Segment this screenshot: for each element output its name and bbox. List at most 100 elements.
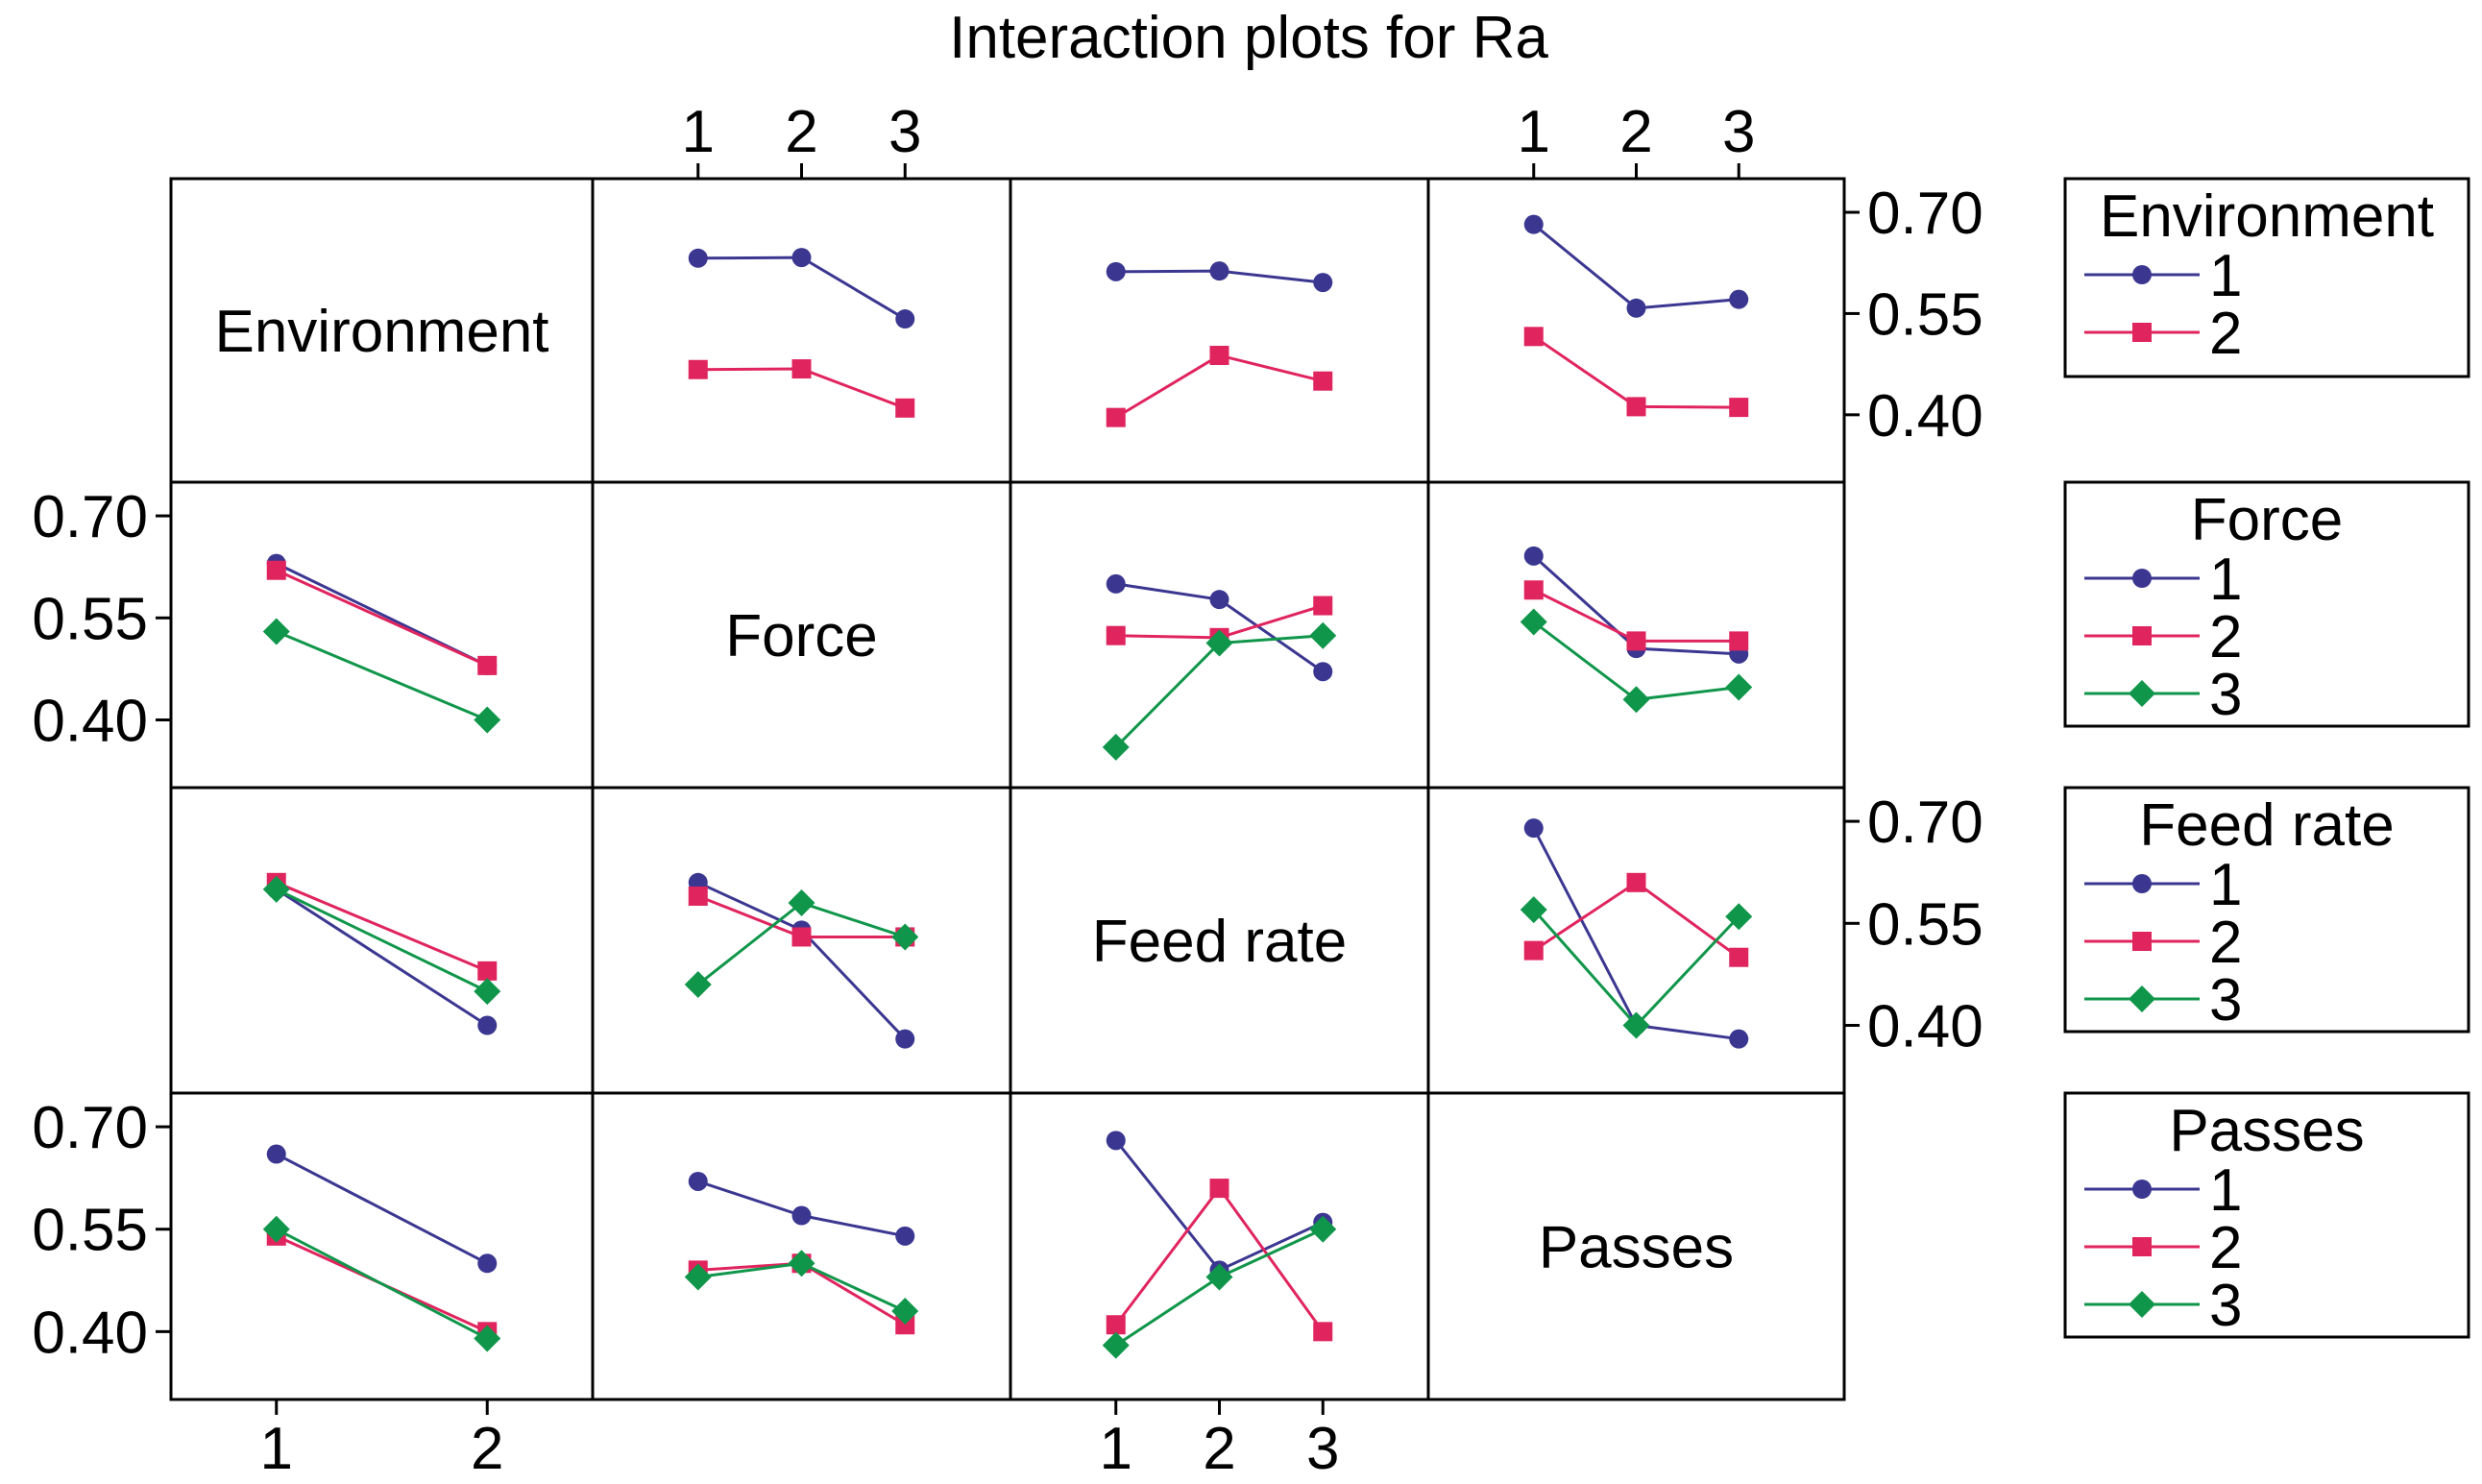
diag-label-passes: Passes xyxy=(1539,1215,1734,1281)
series-point-force-3 xyxy=(474,706,501,734)
legend-label-3: 3 xyxy=(2209,662,2242,728)
series-line-passes-1 xyxy=(1114,1139,1324,1273)
panel-force-by-passes xyxy=(1520,546,1753,714)
series-point-feed-rate-3 xyxy=(474,978,501,1006)
series-point-passes-3 xyxy=(1102,1331,1130,1359)
series-line-environment-1 xyxy=(1532,223,1740,310)
series-point-feed-rate-1 xyxy=(895,1029,915,1049)
legend-box xyxy=(2063,786,2470,1034)
xtick-label: 2 xyxy=(785,99,817,165)
series-point-force-2 xyxy=(1313,596,1333,616)
legend-box xyxy=(2063,1091,2470,1339)
panel-force-by-environment xyxy=(262,553,501,734)
panel-passes-by-environment xyxy=(262,1144,501,1352)
legend-marker-3 xyxy=(2129,1291,2155,1318)
series-point-environment-2 xyxy=(1626,397,1646,417)
series-line-feed-rate-3 xyxy=(1532,909,1740,1028)
series-point-feed-rate-3 xyxy=(788,889,815,917)
series-line-force-3 xyxy=(276,630,488,721)
legend-box xyxy=(2063,177,2470,378)
diag-label-feed-rate: Feed rate xyxy=(1092,909,1347,975)
panel-environment-by-force xyxy=(688,248,915,418)
series-line-feed-rate-3 xyxy=(276,888,488,993)
xtick-label: 2 xyxy=(1619,99,1652,165)
series-point-passes-1 xyxy=(688,1171,708,1191)
series-point-passes-3 xyxy=(262,1215,290,1243)
xtick-label: 3 xyxy=(1306,1416,1339,1482)
series-point-feed-rate-3 xyxy=(1520,896,1547,924)
series-point-feed-rate-1 xyxy=(1523,818,1544,839)
ytick-label: 0.40 xyxy=(1867,994,1983,1060)
series-point-passes-3 xyxy=(788,1250,815,1277)
series-point-force-1 xyxy=(1523,546,1544,566)
series-point-feed-rate-3 xyxy=(891,923,919,951)
series-point-force-3 xyxy=(1102,733,1130,761)
panel-feed-rate-by-environment xyxy=(262,872,501,1035)
series-point-environment-1 xyxy=(791,248,812,268)
series-point-passes-2 xyxy=(1209,1179,1229,1199)
panel-feed-rate-by-force xyxy=(684,872,919,1049)
series-point-passes-3 xyxy=(474,1325,501,1352)
panel-passes-by-feed-rate xyxy=(1102,1131,1337,1359)
series-point-feed-rate-1 xyxy=(1729,1029,1749,1049)
series-point-feed-rate-2 xyxy=(791,927,812,947)
xtick-label: 1 xyxy=(682,99,715,165)
series-line-feed-rate-1 xyxy=(275,888,489,1027)
series-point-force-1 xyxy=(1106,573,1126,594)
series-point-passes-2 xyxy=(1313,1322,1333,1342)
series-point-environment-2 xyxy=(895,398,915,418)
series-point-environment-2 xyxy=(1313,371,1333,391)
series-point-force-3 xyxy=(1520,608,1547,636)
legend-marker-2 xyxy=(2132,932,2152,951)
diag-label-environment: Environment xyxy=(214,299,548,365)
ytick-label: 0.55 xyxy=(32,586,148,652)
series-point-environment-2 xyxy=(1209,346,1229,365)
legend-label-3: 3 xyxy=(2209,1273,2242,1339)
legend-marker-2 xyxy=(2132,626,2152,645)
series-point-environment-2 xyxy=(1523,327,1544,347)
chart-title: Interaction plots for Ra xyxy=(949,5,1548,71)
ytick-label: 0.70 xyxy=(32,1095,148,1161)
series-point-feed-rate-1 xyxy=(477,1015,498,1035)
panel-passes-by-force xyxy=(684,1171,919,1335)
xtick-label: 1 xyxy=(1518,99,1550,165)
series-point-force-3 xyxy=(1622,686,1650,714)
series-point-passes-1 xyxy=(895,1226,915,1246)
ytick-label: 0.55 xyxy=(32,1198,148,1264)
legend-box xyxy=(2063,480,2470,728)
series-point-environment-1 xyxy=(1626,298,1646,318)
ytick-label: 0.40 xyxy=(32,1300,148,1366)
legend-marker-1 xyxy=(2132,569,2152,588)
legend-marker-1 xyxy=(2132,1180,2152,1199)
legend-title: Environment xyxy=(2100,183,2434,250)
ytick-label: 0.70 xyxy=(1867,790,1983,856)
legend-label-2: 2 xyxy=(2209,1215,2242,1281)
plot-panels xyxy=(262,214,1753,1359)
legend-label-1: 1 xyxy=(2209,1157,2242,1224)
legend-label-2: 2 xyxy=(2209,604,2242,670)
series-point-force-2 xyxy=(1626,631,1646,651)
legend-marker-2 xyxy=(2132,323,2152,342)
series-point-feed-rate-2 xyxy=(688,886,708,906)
ytick-label: 0.40 xyxy=(32,689,148,755)
legend-marker-2 xyxy=(2132,1237,2152,1256)
ytick-label: 0.70 xyxy=(32,484,148,550)
ytick-label: 0.55 xyxy=(1867,281,1983,348)
series-point-feed-rate-2 xyxy=(1523,940,1544,961)
series-point-passes-1 xyxy=(791,1205,812,1226)
xtick-label: 3 xyxy=(888,99,921,165)
series-point-passes-1 xyxy=(1106,1131,1126,1151)
series-point-feed-rate-2 xyxy=(1729,947,1749,967)
series-point-environment-2 xyxy=(1106,407,1126,427)
legend-label-1: 1 xyxy=(2209,852,2242,918)
panel-environment-by-passes xyxy=(1523,214,1749,418)
series-point-environment-1 xyxy=(1729,289,1749,309)
series-line-passes-2 xyxy=(1114,1185,1325,1333)
series-point-feed-rate-3 xyxy=(262,875,290,903)
legend-marker-1 xyxy=(2132,265,2152,284)
